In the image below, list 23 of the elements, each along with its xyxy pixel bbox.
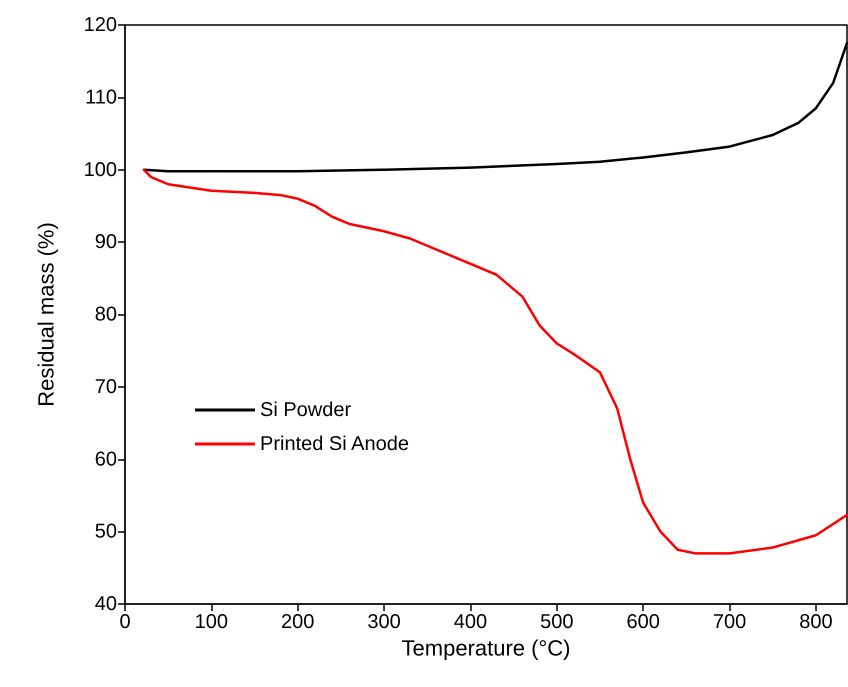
y-tick-label: 120 xyxy=(84,14,117,36)
x-tick-label: 800 xyxy=(799,611,833,633)
x-tick-label: 600 xyxy=(626,611,660,633)
x-tick-label: 700 xyxy=(712,611,746,633)
y-tick-label: 90 xyxy=(94,231,117,254)
x-tick-label: 400 xyxy=(454,611,488,633)
y-tick-label: 110 xyxy=(85,86,117,108)
legend-label: Si Powder xyxy=(260,399,352,421)
legend-label: Printed Si Anode xyxy=(260,433,409,455)
x-tick-label: 200 xyxy=(281,611,314,633)
y-tick-label: 80 xyxy=(94,304,117,326)
x-tick-label: 500 xyxy=(540,611,574,633)
y-tick-label: 40 xyxy=(94,593,117,615)
y-tick-label: 60 xyxy=(94,448,117,470)
y-tick-label: 100 xyxy=(84,158,117,181)
x-tick-label: 300 xyxy=(367,611,401,633)
y-tick-label: 70 xyxy=(94,376,117,398)
x-axis-title: Temperature (°C) xyxy=(402,635,570,660)
line-series xyxy=(142,168,848,555)
y-axis-title: Residual mass (%) xyxy=(34,222,58,407)
x-tick-label: 100 xyxy=(194,611,228,633)
x-tick-label: 0 xyxy=(119,611,131,633)
y-tick-label: 50 xyxy=(94,520,117,543)
